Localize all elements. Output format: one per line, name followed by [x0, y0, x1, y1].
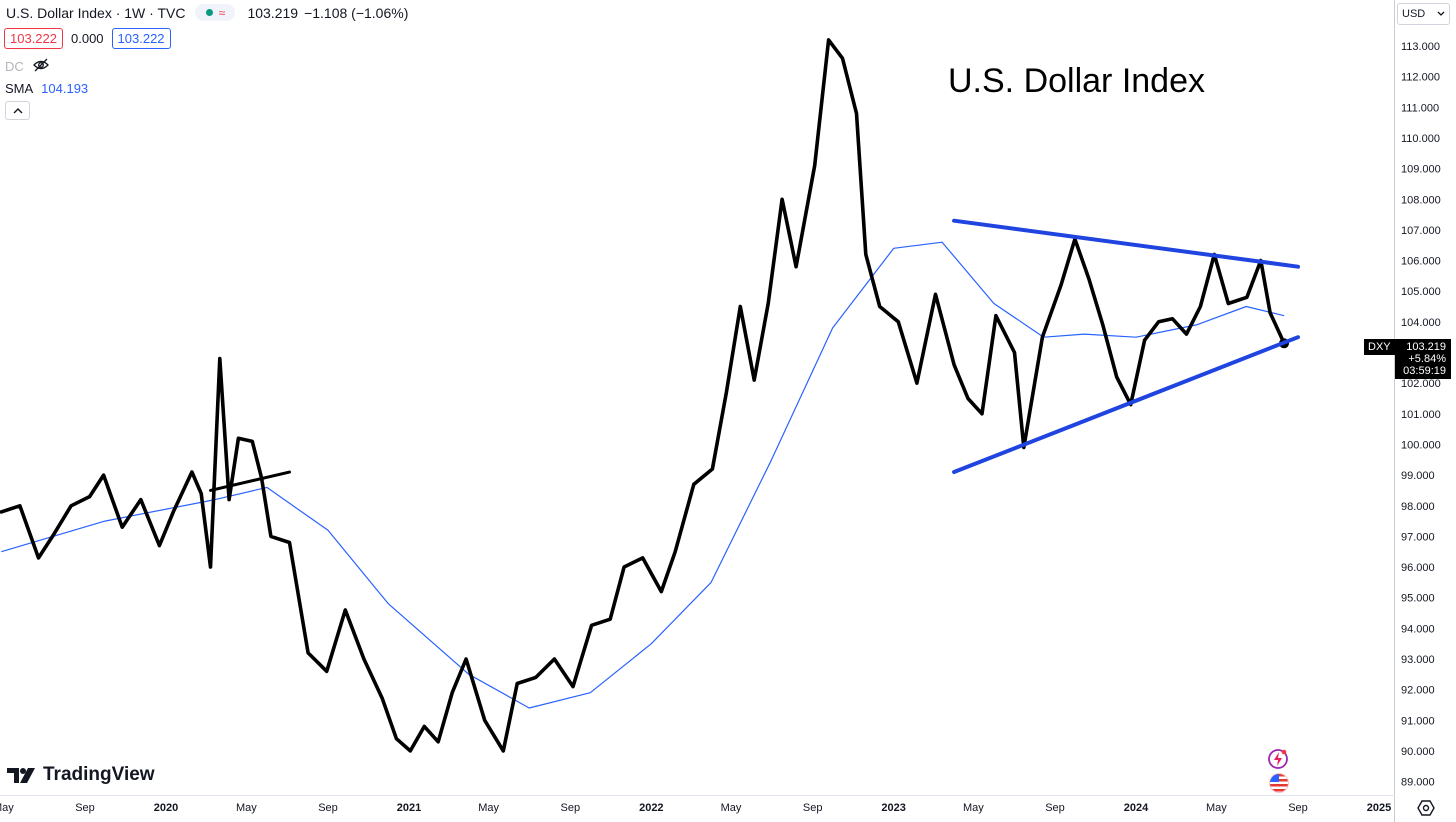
y-tick-label: 113.000	[1401, 41, 1440, 53]
price-tag-countdown: 03:59:19	[1403, 365, 1446, 377]
y-tick-label: 92.000	[1401, 685, 1435, 697]
sell-button[interactable]: 103.222	[4, 28, 63, 49]
symbol-tag: DXY	[1364, 339, 1395, 355]
y-tick-label: 109.000	[1401, 164, 1441, 176]
price-change: −1.108 (−1.06%)	[304, 4, 409, 21]
chevron-up-icon	[13, 108, 22, 114]
sma-line	[1, 241, 1285, 709]
x-tick-label: Sep	[75, 802, 95, 814]
y-tick-label: 107.000	[1401, 225, 1441, 237]
spread-value: 0.000	[71, 31, 104, 46]
price-axis-separator	[1394, 0, 1395, 822]
x-tick-label: 2020	[154, 802, 178, 814]
dc-indicator-row[interactable]: DC	[5, 58, 49, 75]
tradingview-logo-icon	[7, 768, 35, 783]
y-tick-label: 98.000	[1401, 501, 1435, 513]
y-tick-label: 101.000	[1401, 409, 1441, 421]
tradingview-logo[interactable]: TradingView	[7, 764, 155, 786]
y-tick-label: 90.000	[1401, 746, 1435, 758]
y-tick-label: 102.000	[1401, 378, 1441, 390]
y-tick-label: 112.000	[1401, 72, 1440, 84]
trend-line	[952, 218, 1300, 269]
x-tick-label: 2023	[881, 802, 905, 814]
x-tick-label: 2022	[639, 802, 663, 814]
trend-lines[interactable]	[208, 218, 1300, 492]
x-tick-label: May	[1206, 802, 1227, 814]
trend-line	[952, 335, 1300, 475]
wave-icon: ≈	[218, 5, 226, 20]
legend-header: U.S. Dollar Index · 1W · TVC ≈ 103.219 −…	[6, 4, 408, 21]
y-tick-label: 111.000	[1401, 102, 1439, 114]
dc-label: DC	[5, 59, 24, 74]
y-tick-label: 95.000	[1401, 593, 1435, 605]
y-tick-label: 94.000	[1401, 623, 1435, 635]
currency-label: USD	[1402, 8, 1426, 20]
y-tick-label: 96.000	[1401, 562, 1435, 574]
sma-legend[interactable]: SMA 104.193	[5, 81, 88, 96]
x-tick-label: 2025	[1367, 802, 1391, 814]
trend-line	[208, 470, 291, 492]
time-axis-separator	[0, 795, 1395, 796]
x-tick-label: Sep	[561, 802, 581, 814]
currency-button[interactable]: USD	[1397, 3, 1450, 25]
x-tick-label: Sep	[1288, 802, 1308, 814]
y-tick-label: 99.000	[1401, 470, 1435, 482]
lightning-icon[interactable]	[1267, 748, 1289, 770]
x-tick-label: 2021	[397, 802, 421, 814]
current-price-tag: 103.219 +5.84% 03:59:19	[1395, 339, 1451, 379]
sma-series	[1, 241, 1285, 709]
y-tick-label: 91.000	[1401, 715, 1435, 727]
x-tick-label: May	[478, 802, 499, 814]
settings-icon[interactable]	[1417, 799, 1435, 817]
y-tick-label: 104.000	[1401, 317, 1441, 329]
x-tick-label: May	[236, 802, 257, 814]
chevron-down-icon	[1437, 11, 1445, 16]
symbol-title[interactable]: U.S. Dollar Index · 1W · TVC	[6, 4, 186, 21]
x-tick-label: Sep	[318, 802, 338, 814]
x-tick-label: Sep	[803, 802, 823, 814]
y-tick-label: 108.000	[1401, 194, 1441, 206]
y-tick-label: 105.000	[1401, 286, 1441, 298]
y-tick-label: 100.000	[1401, 439, 1441, 451]
collapse-legend-button[interactable]	[5, 101, 30, 120]
last-price: 103.219	[247, 4, 299, 21]
x-tick-label: May	[721, 802, 742, 814]
y-tick-label: 110.000	[1401, 133, 1440, 145]
price-tag-change: +5.84%	[1408, 353, 1446, 365]
us-flag-icon[interactable]	[1267, 772, 1291, 794]
brand-name: TradingView	[43, 764, 155, 785]
sma-label: SMA	[5, 81, 34, 96]
y-tick-label: 97.000	[1401, 531, 1435, 543]
price-tag-price: 103.219	[1406, 341, 1446, 353]
trade-buttons: 103.222 0.000 103.222	[4, 28, 171, 49]
buy-button[interactable]: 103.222	[111, 28, 171, 49]
price-series	[0, 38, 1290, 753]
x-tick-label: Sep	[1045, 802, 1065, 814]
eye-off-icon[interactable]	[32, 58, 49, 75]
y-tick-label: 106.000	[1401, 256, 1441, 268]
x-tick-label: May	[963, 802, 984, 814]
y-axis-labels: 113.000 112.000 111.000 110.000 109.000 108.0…	[1401, 41, 1441, 789]
y-tick-label: 93.000	[1401, 654, 1435, 666]
x-axis-labels: May Sep 2020 May Sep 2021 May Sep 2022 May Sep 2023…	[0, 802, 1391, 814]
x-tick-label: May	[0, 802, 14, 814]
x-tick-label: 2024	[1124, 802, 1149, 814]
price-line	[0, 38, 1286, 753]
market-status-pill[interactable]: ≈	[195, 4, 236, 21]
sma-value: 104.193	[41, 81, 89, 96]
chart-annotation-title[interactable]: U.S. Dollar Index	[948, 62, 1205, 100]
y-tick-label: 89.000	[1401, 777, 1435, 789]
market-open-dot	[205, 9, 213, 16]
